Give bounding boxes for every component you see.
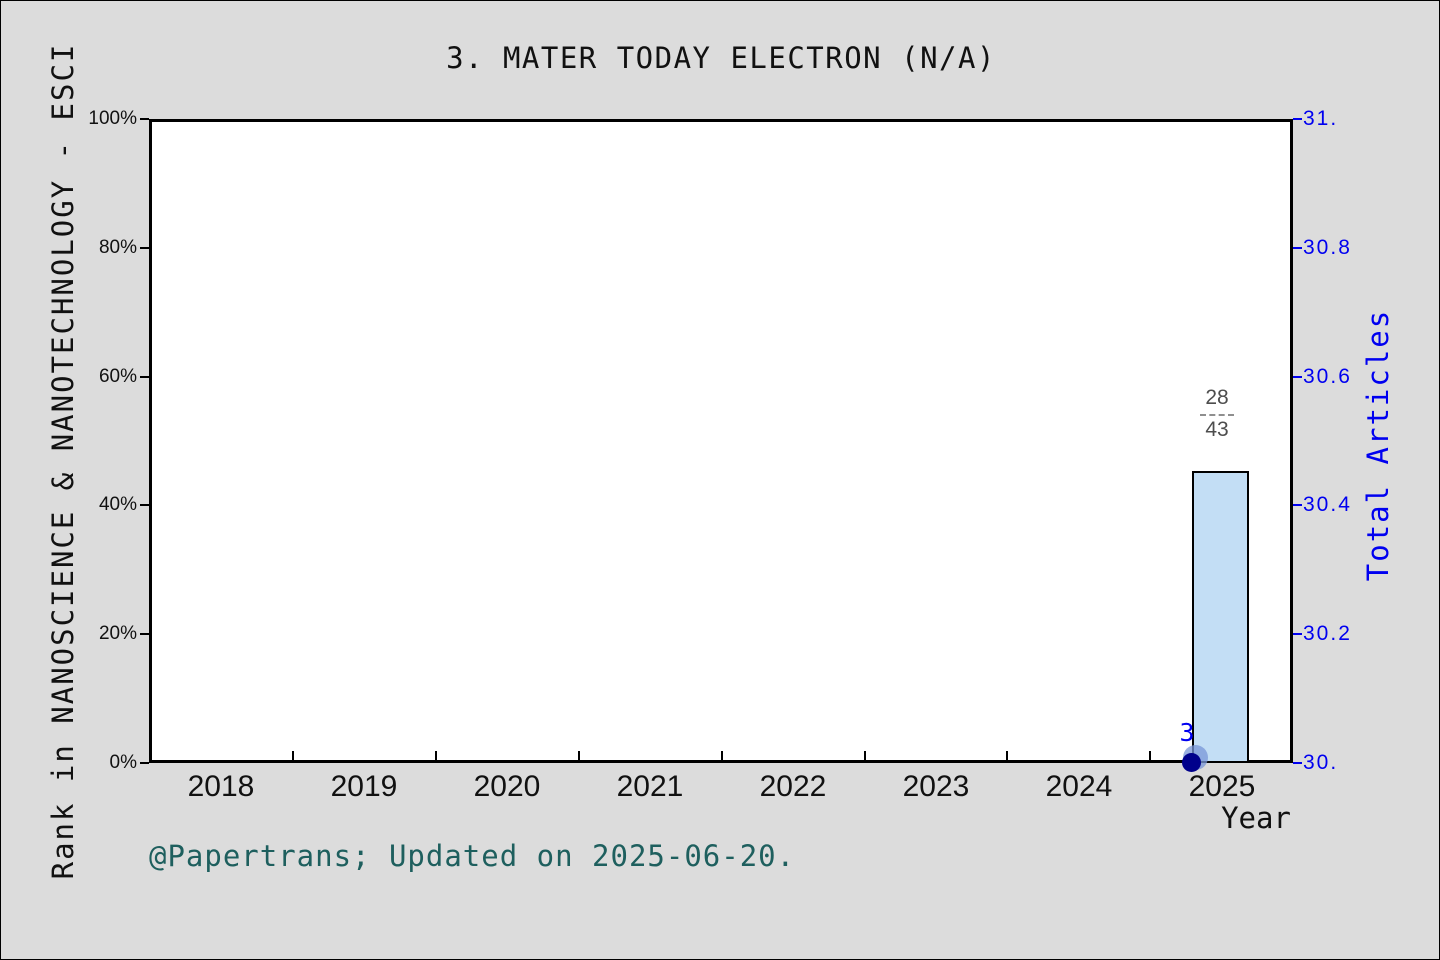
x-minor-tickmark — [721, 751, 723, 760]
total-articles-marker — [1182, 753, 1201, 772]
left-tick-40: 40% — [98, 494, 137, 515]
x-tick-2023: 2023 — [902, 770, 970, 803]
right-y-axis-label: Total Articles — [1361, 308, 1395, 582]
right-tickmark — [1293, 376, 1302, 378]
right-tickmark — [1293, 633, 1302, 635]
x-minor-tickmark — [292, 751, 294, 760]
fraction-denominator: 43 — [1205, 418, 1229, 441]
x-tick-2019: 2019 — [330, 770, 398, 803]
x-minor-tickmark — [1006, 751, 1008, 760]
bar-annotation-fraction: 28 43 — [1177, 387, 1257, 441]
right-tickmark — [1293, 762, 1302, 764]
x-tick-2020: 2020 — [473, 770, 541, 803]
right-tickmark — [1293, 504, 1302, 506]
left-tick-0: 0% — [109, 752, 137, 773]
x-tick-2018: 2018 — [187, 770, 255, 803]
right-tick-30-8: 30.8 — [1303, 236, 1352, 259]
x-tick-2025: 2025 — [1188, 770, 1256, 803]
fraction-divider — [1200, 414, 1234, 416]
total-articles-marker-label: 3 — [1179, 718, 1195, 747]
left-tickmark — [140, 633, 149, 635]
left-tick-100: 100% — [88, 108, 137, 129]
right-tickmark — [1293, 247, 1302, 249]
x-tick-2021: 2021 — [616, 770, 684, 803]
x-tick-2024: 2024 — [1045, 770, 1113, 803]
left-tickmark — [140, 376, 149, 378]
x-minor-tickmark — [864, 751, 866, 760]
left-tick-80: 80% — [98, 237, 137, 258]
left-tickmark — [140, 118, 149, 120]
right-tickmark — [1293, 118, 1302, 120]
left-tickmark — [140, 762, 149, 764]
rank-bar-2025 — [1192, 471, 1249, 763]
right-tick-31: 31. — [1303, 107, 1339, 130]
left-tick-60: 60% — [98, 366, 137, 387]
x-minor-tickmark — [578, 751, 580, 760]
x-minor-tickmark — [1149, 751, 1151, 760]
chart-title: 3. MATER TODAY ELECTRON (N/A) — [446, 41, 996, 75]
right-tick-30-4: 30.4 — [1303, 493, 1352, 516]
left-tick-20: 20% — [98, 623, 137, 644]
footer-credit: @Papertrans; Updated on 2025-06-20. — [149, 839, 796, 873]
x-minor-tickmark — [435, 751, 437, 760]
fraction-numerator: 28 — [1205, 386, 1229, 409]
left-tickmark — [140, 504, 149, 506]
x-axis-label: Year — [1221, 801, 1291, 835]
right-tick-30: 30. — [1303, 751, 1339, 774]
plot-area — [149, 119, 1293, 763]
right-tick-30-6: 30.6 — [1303, 365, 1352, 388]
left-tickmark — [140, 247, 149, 249]
x-tick-2022: 2022 — [759, 770, 827, 803]
right-tick-30-2: 30.2 — [1303, 622, 1352, 645]
